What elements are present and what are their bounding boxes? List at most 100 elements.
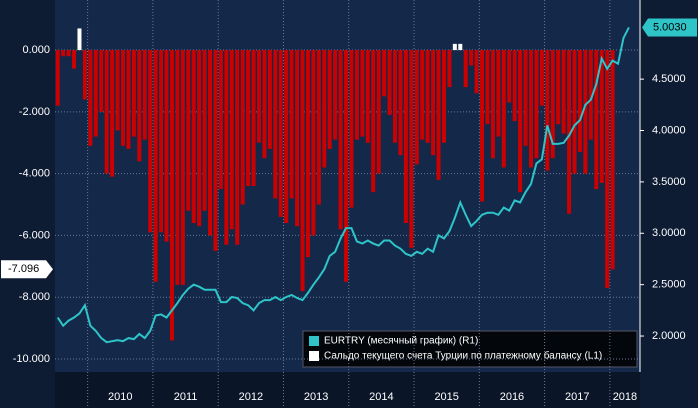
bar <box>518 50 523 193</box>
y-tick-label: 0.000 <box>22 44 50 56</box>
last-value-tag <box>1 260 53 279</box>
bar <box>469 50 474 66</box>
bar <box>420 50 425 140</box>
bar <box>458 43 463 51</box>
bar <box>485 50 490 125</box>
y2-tick-label: 4.0000 <box>652 124 686 136</box>
bar <box>93 50 98 137</box>
bar <box>441 50 446 143</box>
bar <box>191 50 196 224</box>
bar <box>338 50 343 230</box>
bar <box>115 50 120 131</box>
legend <box>302 330 638 368</box>
y2-tick-label: 3.0000 <box>652 227 686 239</box>
y2-tick-label: 2.5000 <box>652 279 686 291</box>
bar <box>534 50 539 159</box>
bar <box>480 50 485 202</box>
bar <box>251 50 256 186</box>
bar <box>403 50 408 224</box>
bar <box>550 50 555 159</box>
legend-box <box>302 330 638 368</box>
bar <box>142 50 147 140</box>
bar <box>376 50 381 174</box>
bar <box>300 50 305 292</box>
bar <box>88 50 93 146</box>
bar <box>218 50 223 190</box>
bar <box>572 50 577 174</box>
line <box>56 26 630 344</box>
x-tick-label: 2017 <box>565 391 589 403</box>
bar <box>229 50 234 230</box>
bar <box>354 50 359 140</box>
bar <box>371 50 376 193</box>
y2-tick-label: 2.0000 <box>652 330 686 342</box>
x-tick-label: 2013 <box>304 391 328 403</box>
legend-swatch <box>309 336 319 346</box>
bar <box>164 50 169 242</box>
bar <box>224 50 229 245</box>
bar <box>333 50 338 140</box>
bar <box>235 50 240 245</box>
x-tick-label: 2015 <box>434 391 458 403</box>
bar <box>447 50 452 88</box>
bar <box>360 50 365 137</box>
bar <box>588 50 593 140</box>
bar <box>186 50 191 211</box>
bar <box>82 50 87 100</box>
last-value-tag <box>642 18 697 37</box>
y-tick-label: -10.000 <box>13 353 50 365</box>
bar <box>599 50 604 183</box>
x-tick-label: 2010 <box>108 391 132 403</box>
bar <box>436 50 441 180</box>
bar <box>278 50 283 217</box>
bar <box>523 50 528 146</box>
bar <box>131 50 136 137</box>
bar <box>273 50 278 199</box>
bar <box>539 50 544 106</box>
y-tick-label: -2.000 <box>19 106 50 118</box>
bar <box>110 50 115 177</box>
bar <box>289 50 294 199</box>
bar <box>175 50 180 285</box>
bar <box>556 50 561 125</box>
bar <box>213 50 218 251</box>
bar <box>393 50 397 143</box>
y2-tick-label: 4.5000 <box>652 73 686 85</box>
legend-label: EURTRY (месячный график) (R1) <box>324 335 478 347</box>
bar <box>452 43 457 51</box>
bar <box>99 50 104 112</box>
x-tick-label: 2012 <box>239 391 263 403</box>
bar <box>577 50 582 153</box>
y-tick-label: -4.000 <box>19 168 50 180</box>
bar <box>529 50 533 168</box>
bar <box>61 50 66 57</box>
bar <box>77 28 82 51</box>
bar <box>55 50 60 106</box>
x-tick-label: 2011 <box>174 391 198 403</box>
bar <box>148 50 153 233</box>
bar <box>398 50 403 156</box>
bar <box>496 50 501 137</box>
bar <box>327 50 332 149</box>
bar <box>284 50 289 224</box>
last-value-label: 5.0030 <box>653 21 687 33</box>
bar <box>267 50 272 149</box>
bar <box>159 50 164 233</box>
bar <box>305 50 310 258</box>
bar <box>490 50 495 159</box>
y-tick-label: -8.000 <box>19 291 50 303</box>
bar <box>463 50 468 88</box>
legend-swatch <box>309 351 319 361</box>
bar <box>414 50 419 165</box>
x-tick-label: 2016 <box>500 391 524 403</box>
bar <box>240 50 245 205</box>
bar <box>137 50 142 162</box>
bar <box>349 50 354 208</box>
bar <box>66 50 71 57</box>
bar <box>567 50 572 214</box>
bar <box>257 50 261 143</box>
bar <box>295 50 300 227</box>
legend-label: Сальдо текущего счета Турции по платежно… <box>324 350 602 362</box>
y-tick-label: -6.000 <box>19 229 50 241</box>
